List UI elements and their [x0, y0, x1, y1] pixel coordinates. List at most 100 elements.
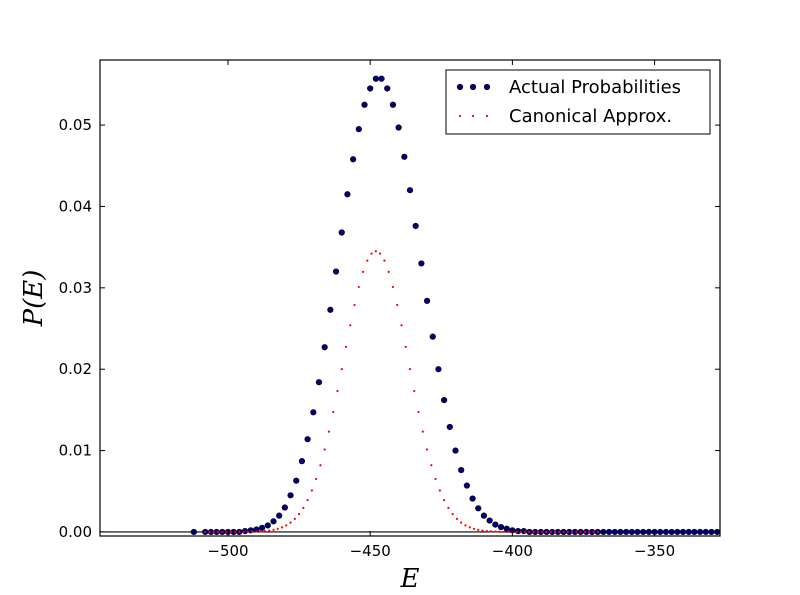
approx-point — [349, 324, 352, 327]
approx-point — [528, 530, 531, 534]
data-point — [367, 85, 374, 92]
approx-point — [263, 529, 267, 533]
legend-label: Actual Probabilities — [509, 77, 681, 98]
data-point — [298, 458, 306, 465]
approx-point — [425, 448, 429, 451]
approx-point — [498, 530, 501, 533]
approx-point — [455, 517, 459, 521]
data-point — [623, 528, 630, 536]
approx-point — [383, 259, 386, 262]
data-point — [327, 306, 334, 313]
data-point — [418, 260, 425, 267]
legend-marker — [458, 114, 462, 118]
approx-point — [592, 530, 595, 534]
data-point — [662, 528, 670, 536]
y-tick-label: 0.04 — [59, 197, 92, 215]
approx-point — [396, 303, 399, 307]
approx-point — [472, 527, 476, 530]
data-point — [315, 379, 323, 386]
approx-point — [204, 530, 207, 534]
approx-point — [391, 285, 395, 289]
approx-point — [494, 530, 497, 533]
approx-point — [242, 530, 245, 533]
y-tick-label: 0.01 — [59, 442, 92, 460]
data-point — [304, 436, 311, 443]
approx-point — [447, 506, 450, 510]
approx-point — [408, 367, 412, 371]
approx-point — [332, 410, 335, 414]
data-point — [384, 85, 391, 92]
approx-point — [485, 529, 488, 533]
y-tick-label: 0.03 — [59, 279, 92, 297]
axis-ticks: −500 −450 −400 −350 0.00 0.01 0.02 0.03 0.04 0.05 — [59, 59, 721, 560]
data-point — [406, 187, 414, 194]
approx-point — [357, 285, 360, 289]
data-point — [469, 495, 476, 502]
data-point — [378, 75, 385, 82]
approx-point — [361, 270, 365, 274]
data-point — [674, 528, 681, 536]
data-point — [412, 222, 419, 230]
approx-point — [306, 499, 309, 502]
approx-point — [280, 526, 284, 529]
approx-point — [588, 530, 591, 534]
approx-point — [225, 530, 228, 534]
approx-point — [541, 530, 544, 534]
axes-frame — [99, 59, 721, 537]
approx-point — [246, 530, 249, 533]
approx-point — [319, 464, 322, 467]
approx-point — [302, 506, 305, 510]
approx-point — [379, 252, 382, 255]
approx-point — [310, 489, 313, 492]
data-point — [605, 528, 613, 536]
approx-point — [259, 530, 262, 533]
y-axis-label-text: P(E) — [19, 270, 49, 328]
legend-marker — [471, 114, 475, 118]
legend: Actual Probabilities Canonical Approx. — [445, 69, 711, 135]
data-point — [281, 504, 288, 511]
data-point — [480, 512, 488, 519]
approx-point — [216, 530, 220, 534]
approx-point — [233, 530, 237, 534]
approx-point — [229, 530, 232, 534]
data-point — [395, 124, 402, 131]
approx-point — [524, 530, 527, 534]
approx-point — [353, 303, 356, 307]
data-point — [657, 528, 664, 536]
data-point — [276, 512, 283, 519]
data-point — [321, 344, 328, 351]
approx-point — [251, 530, 254, 533]
approx-point — [370, 252, 373, 255]
approx-point — [272, 528, 275, 531]
data-point — [696, 528, 704, 536]
approx-point — [289, 521, 292, 524]
data-point — [685, 528, 692, 536]
approx-point — [434, 477, 437, 481]
approx-point — [323, 448, 326, 451]
data-point — [668, 528, 675, 536]
approx-point — [340, 367, 343, 371]
data-point — [423, 297, 431, 304]
approx-point — [515, 530, 518, 534]
approx-point — [374, 250, 377, 253]
y-tick-label: 0.02 — [59, 360, 92, 378]
data-point — [446, 423, 453, 431]
approx-point — [536, 530, 540, 534]
approx-point — [460, 521, 463, 524]
data-point — [611, 528, 618, 536]
data-point — [264, 522, 271, 529]
approx-point — [596, 530, 599, 534]
approx-point — [545, 530, 548, 534]
data-point — [332, 268, 340, 275]
approx-point — [507, 530, 510, 533]
legend-marker — [456, 83, 464, 91]
approx-point — [366, 259, 369, 262]
approx-point — [553, 530, 557, 534]
legend-label: Canonical Approx. — [509, 106, 672, 127]
data-point — [389, 101, 397, 108]
approx-point — [315, 477, 318, 481]
data-point — [355, 126, 362, 133]
approx-point — [413, 389, 416, 393]
data-point — [372, 75, 379, 82]
